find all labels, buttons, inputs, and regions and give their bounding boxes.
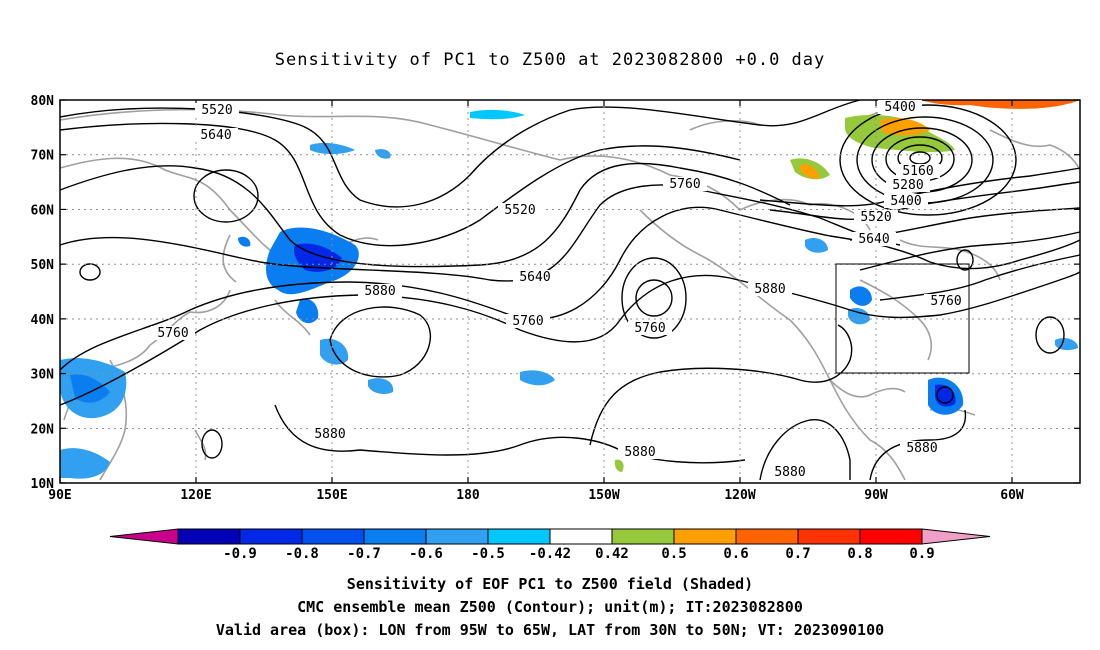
lat-label: 80N	[31, 94, 55, 109]
contour-label: 5760	[930, 294, 961, 309]
colorbar-label: -0.42	[529, 546, 571, 562]
contour-label-bg	[506, 314, 550, 328]
colorbar-segment	[301, 528, 365, 545]
lon-label: 60W	[1000, 488, 1024, 503]
contour-label-bg	[195, 103, 239, 117]
footer-line-2: CMC ensemble mean Z500 (Contour); unit(m…	[297, 598, 803, 616]
lat-label: 70N	[31, 149, 55, 164]
colorbar-label: -0.6	[409, 546, 443, 562]
colorbar-segment	[177, 528, 241, 545]
footer-line-1: Sensitivity of EOF PC1 to Z500 field (Sh…	[346, 575, 754, 593]
contour-label-bg	[884, 194, 928, 208]
footer-line-3: Valid area (box): LON from 95W to 65W, L…	[215, 621, 885, 639]
map-title: Sensitivity of PC1 to Z500 at 2023082800…	[274, 50, 826, 70]
contour-label: 5520	[504, 203, 535, 218]
colorbar-label: 0.5	[661, 546, 686, 562]
contour-label-bg	[618, 445, 662, 459]
contour-label-bg	[896, 164, 940, 178]
latitude-labels: 80N 70N 60N 50N 40N 30N 20N 10N	[31, 94, 55, 492]
contour-label-bg	[628, 321, 672, 335]
colorbar-label: -0.7	[347, 546, 381, 562]
contour-label-bg	[748, 282, 792, 296]
colorbar-segment	[859, 528, 923, 545]
lon-label: 120E	[180, 488, 211, 503]
colorbar-high-triangle	[921, 528, 991, 545]
lat-label: 50N	[31, 258, 55, 273]
colorbar-label: -0.9	[223, 546, 257, 562]
contour-label: 5880	[774, 465, 805, 480]
map-grid	[60, 100, 1080, 483]
contour-label-bg	[498, 203, 542, 217]
lon-label: 180	[456, 488, 480, 503]
colorbar-low-triangle	[109, 528, 179, 545]
colorbar-segment	[239, 528, 303, 545]
lat-label: 20N	[31, 422, 55, 437]
colorbar-segment	[363, 528, 427, 545]
contour-label: 5760	[512, 314, 543, 329]
contour-label-bg	[768, 465, 812, 479]
colorbar-label: -0.8	[285, 546, 319, 562]
colorbar	[109, 528, 991, 545]
valid-area-box	[835, 263, 970, 374]
contour-labels: 5520 5640 5520 5760 5640 5760 5880 5760 5760 5880…	[151, 100, 968, 480]
contour-label: 5640	[858, 232, 889, 247]
contour-label: 5400	[890, 194, 921, 209]
contour-label-bg	[878, 100, 922, 114]
contour-label: 5400	[884, 100, 915, 115]
colorbar-label: 0.9	[909, 546, 934, 562]
contour-label-bg	[886, 178, 930, 192]
colorbar-label: 0.7	[785, 546, 810, 562]
lat-label: 30N	[31, 368, 55, 383]
contour-label-bg	[663, 177, 707, 191]
colorbar-segment	[549, 528, 613, 545]
colorbar-label: -0.5	[471, 546, 505, 562]
contour-label: 5880	[364, 284, 395, 299]
lon-label: 150E	[316, 488, 347, 503]
contour-label-bg	[900, 441, 944, 455]
lat-label: 40N	[31, 313, 55, 328]
sensitivity-shading	[60, 100, 1080, 479]
lon-label: 90E	[48, 488, 71, 503]
lon-label: 120W	[724, 488, 755, 503]
colorbar-segment	[487, 528, 551, 545]
colorbar-segment	[735, 528, 799, 545]
contour-label: 5640	[519, 270, 550, 285]
lat-label: 60N	[31, 203, 55, 218]
contour-label-bg	[924, 294, 968, 308]
lat-label: 10N	[31, 477, 55, 492]
contour-label: 5760	[669, 177, 700, 192]
map-frame	[59, 99, 1081, 484]
contour-label-bg	[852, 232, 896, 246]
contour-label: 5760	[157, 326, 188, 341]
colorbar-label: 0.42	[595, 546, 629, 562]
lon-label: 90W	[864, 488, 888, 503]
contour-label: 5880	[906, 441, 937, 456]
contour-label-bg	[513, 270, 557, 284]
colorbar-label: 0.6	[723, 546, 748, 562]
colorbar-segment	[797, 528, 861, 545]
contour-label-bg	[151, 326, 195, 340]
z500-contours	[59, 99, 1081, 481]
contour-label: 5760	[634, 321, 665, 336]
contour-label: 5160	[902, 164, 933, 179]
contour-label: 5880	[754, 282, 785, 297]
lon-label: 150W	[588, 488, 619, 503]
contour-label: 5640	[200, 128, 231, 143]
contour-label-bg	[358, 284, 402, 298]
contour-label: 5880	[314, 427, 345, 442]
colorbar-segment	[611, 528, 675, 545]
longitude-labels: 90E 120E 150E 180 150W 120W 90W 60W	[48, 488, 1024, 503]
colorbar-labels: -0.9 -0.8 -0.7 -0.6 -0.5 -0.42 0.42 0.5 0.6 0.7 0.…	[223, 546, 935, 562]
colorbar-segment	[673, 528, 737, 545]
contour-label-bg	[194, 128, 238, 142]
contour-label-bg	[854, 210, 898, 224]
contour-label: 5280	[892, 178, 923, 193]
colorbar-segment	[425, 528, 489, 545]
contour-label: 5520	[201, 103, 232, 118]
contour-label: 5520	[860, 210, 891, 225]
colorbar-label: 0.8	[847, 546, 872, 562]
contour-label: 5880	[624, 445, 655, 460]
contour-label-bg	[308, 427, 352, 441]
